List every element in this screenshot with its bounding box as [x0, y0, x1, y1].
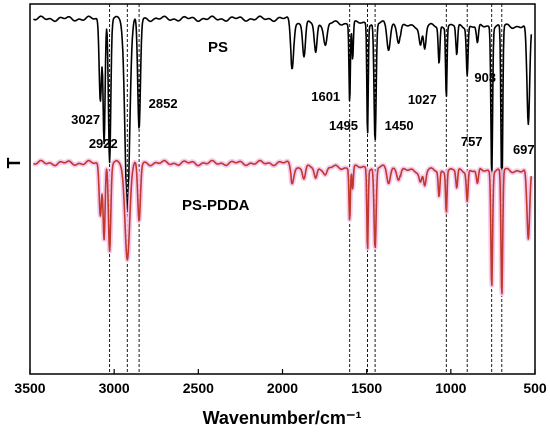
peak-label: 903: [474, 70, 496, 85]
peak-label: 1450: [385, 118, 414, 133]
peak-label: 757: [461, 134, 483, 149]
series-label-ps: PS: [208, 39, 228, 56]
peak-label: 2922: [89, 136, 118, 151]
x-tick-label: 1500: [351, 380, 382, 396]
peak-label: 1027: [408, 92, 437, 107]
peak-label: 697: [513, 142, 535, 157]
y-axis-title: T: [4, 158, 24, 169]
peak-label: 1495: [329, 118, 358, 133]
x-tick-label: 500: [523, 380, 547, 396]
peak-label: 3027: [71, 112, 100, 127]
x-axis-title: Wavenumber/cm⁻¹: [203, 408, 362, 428]
plot-area: [29, 3, 536, 375]
x-tick-label: 2000: [267, 380, 298, 396]
series-line-ps: [33, 15, 533, 213]
x-tick-label: 3000: [99, 380, 130, 396]
x-tick-label: 1000: [435, 380, 466, 396]
peak-label: 2852: [149, 96, 178, 111]
series-line-ps-pdda: [33, 159, 533, 295]
x-tick-label: 3500: [14, 380, 45, 396]
x-tick-label: 2500: [183, 380, 214, 396]
peak-label: 1601: [311, 89, 340, 104]
series-label-ps-pdda: PS-PDDA: [182, 197, 250, 214]
